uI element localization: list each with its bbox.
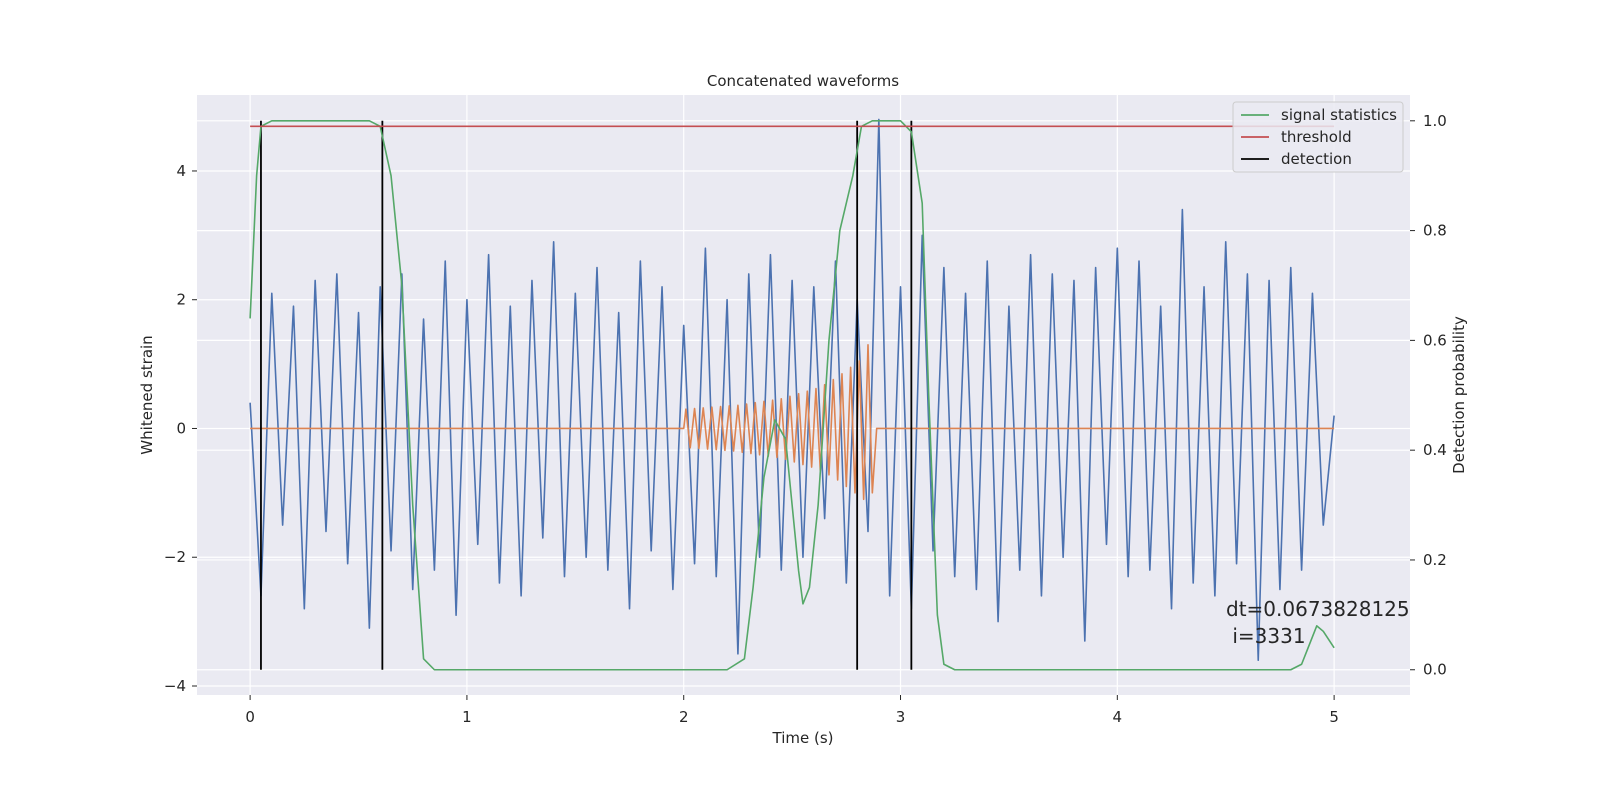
y-tick-label: 4 <box>176 162 186 180</box>
legend-box <box>1232 101 1404 173</box>
legend-label: threshold <box>1281 128 1352 146</box>
y2-tick-label: 0.0 <box>1423 661 1447 679</box>
y2-tick-label: 1.0 <box>1423 112 1447 130</box>
x-tick-label: 1 <box>462 708 472 726</box>
series-line <box>249 118 1335 662</box>
annotation-line: i=3331 <box>1226 624 1306 648</box>
annotation: dt=0.0673828125 i=3331 <box>1226 597 1410 648</box>
y2-tick-label: 0.6 <box>1423 331 1447 349</box>
y-tick-label: −2 <box>164 548 186 566</box>
y-tick-label: 2 <box>176 291 186 309</box>
annotation-line: dt=0.0673828125 <box>1226 597 1410 621</box>
y2-tick-label: 0.2 <box>1423 551 1447 569</box>
y2-tick-label: 0.4 <box>1423 441 1447 459</box>
y-tick-label: −4 <box>164 677 186 695</box>
x-tick-label: 4 <box>1113 708 1123 726</box>
x-axis-label: Time (s) <box>772 729 834 747</box>
x-tick-label: 2 <box>679 708 689 726</box>
x-tick-label: 3 <box>896 708 906 726</box>
chart-title: Concatenated waveforms <box>707 72 899 90</box>
x-tick-label: 5 <box>1329 708 1339 726</box>
y-tick-label: 0 <box>176 419 186 437</box>
legend-label: signal statistics <box>1281 106 1397 124</box>
legend-label: detection <box>1281 150 1352 168</box>
y-axis-label: Whitened strain <box>138 335 156 454</box>
y2-axis-label: Detection probability <box>1450 316 1468 474</box>
x-tick-label: 0 <box>245 708 255 726</box>
y2-tick-label: 0.8 <box>1423 222 1447 240</box>
series-line <box>249 120 1335 671</box>
